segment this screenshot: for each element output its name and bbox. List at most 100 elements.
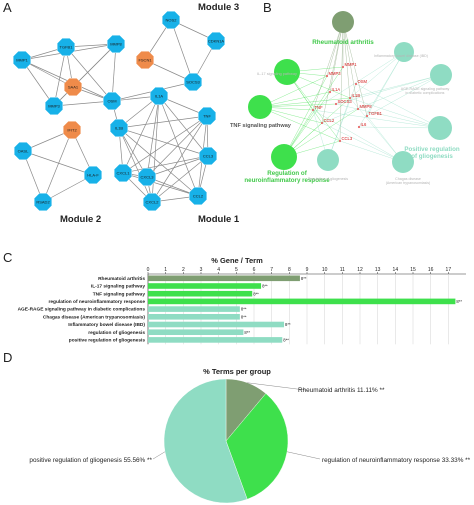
term-tnf-signaling-pathway[interactable]: TNF signaling pathway <box>230 95 292 129</box>
term-edge-pos-5 <box>312 109 441 129</box>
edge-il1a-cxcl1 <box>122 95 160 174</box>
node-ccl2[interactable]: CCL2 <box>189 187 207 205</box>
gene-label: IL1A <box>332 87 341 92</box>
term-chagas-disease-american-trypanosomiasis[interactable]: Chagas disease (American trypanosomiasis) <box>386 151 431 185</box>
node-il1a[interactable]: IL1A <box>150 87 168 105</box>
gene-label: CCL3 <box>342 136 353 141</box>
edge-il1b-ccl3 <box>118 127 209 157</box>
node-hla-f[interactable]: HLA-F <box>84 166 102 184</box>
node-label: IL1A <box>155 93 164 98</box>
node-tgfb1[interactable]: TGFB1 <box>57 38 75 56</box>
node-saa1[interactable]: SAA1 <box>64 78 82 96</box>
term-il-17-signaling-pathway[interactable]: IL-17 signaling pathway <box>257 59 300 85</box>
edge-tnf-cxcl3 <box>146 115 208 178</box>
term-edge-ra-5 <box>312 21 344 111</box>
edge-ccl3-cxcl3 <box>146 155 209 178</box>
edge-il1a-ccl2 <box>158 95 199 197</box>
bar-value-label: 8** <box>285 322 291 327</box>
node-rsad2[interactable]: RSAD2 <box>34 193 52 211</box>
pie-leader-line <box>287 451 321 460</box>
node-mmp1[interactable]: MMP1 <box>13 51 31 69</box>
edge-ifit2-rsad2 <box>42 129 73 203</box>
node-socs3[interactable]: SOCS3 <box>184 73 202 91</box>
gene-mmp3: MMP3 <box>325 71 341 78</box>
edge-tgfb1-mmp3 <box>53 46 67 107</box>
term-positive-regulation-of-gliogenesis[interactable]: Positive regulation of gliogenesis <box>404 116 460 160</box>
node-fscn1[interactable]: FSCN1 <box>136 51 154 69</box>
term-edge-pos-10 <box>358 126 441 129</box>
edge-ccl3-cxcl1 <box>122 155 209 174</box>
node-label: SOCS3 <box>186 79 200 84</box>
term-edge-cha-5 <box>312 109 404 163</box>
bar-regulation-of-gliogenesis <box>148 329 244 335</box>
bar-value-label: 8** <box>283 338 289 343</box>
term-edge-tnf-4 <box>259 103 337 108</box>
bar-value-label: 8** <box>241 307 247 312</box>
bar-tick-label: 13 <box>375 267 381 273</box>
term-circle <box>271 144 297 170</box>
term-regulation-of-neuroinflammatory-response[interactable]: Regulation of neuroinflammatory response <box>244 144 330 184</box>
term-edge-ra-9 <box>339 21 344 142</box>
edge-tnf-cxcl2 <box>151 115 208 203</box>
node-shape <box>150 87 168 105</box>
term-circle <box>428 116 452 140</box>
bar-value-label: 8** <box>301 276 307 281</box>
term-label: IL-17 signaling pathway <box>257 72 297 76</box>
node-osm[interactable]: OSM <box>103 92 121 110</box>
gene-socs3: SOCS3 <box>334 99 353 106</box>
term-edge-tnf-9 <box>259 106 341 142</box>
pie-chart: Rheumatoid arthritis 11.11% ** regulation… <box>29 378 471 504</box>
node-cxcl3[interactable]: CXCL3 <box>138 168 156 186</box>
gene-label: SOCS3 <box>338 99 353 104</box>
gene-il1a: IL1A <box>328 87 341 94</box>
node-shape <box>84 166 102 184</box>
gene-label: MMP8 <box>360 104 373 109</box>
term-inflammatory-bowel-disease-ibd[interactable]: Inflammatory bowel disease (IBD) <box>374 42 428 62</box>
gene-label: OSM <box>358 79 368 84</box>
node-shape <box>34 193 52 211</box>
node-shape <box>107 35 125 53</box>
panel-letter-c: C <box>3 250 12 265</box>
bar-tick-label: 6 <box>253 267 256 273</box>
node-cdkn1a[interactable]: CDKN1A <box>207 32 225 50</box>
edge-mmp8-osm <box>111 43 117 102</box>
node-shape <box>13 51 31 69</box>
node-ifit2[interactable]: IFIT2 <box>63 121 81 139</box>
node-oasl[interactable]: OASL <box>14 142 32 160</box>
term-edge-ra-8 <box>321 21 344 124</box>
node-mmp8[interactable]: MMP8 <box>107 35 125 53</box>
bar-tick-label: 9 <box>306 267 309 273</box>
gene-ccl2: CCL2 <box>320 118 335 125</box>
node-cxcl1[interactable]: CXCL1 <box>114 164 132 182</box>
term-edge-tnf-0 <box>259 75 328 108</box>
gene-dot <box>311 108 315 112</box>
term-edge-cha-8 <box>321 122 404 163</box>
node-label: SAA1 <box>68 84 79 89</box>
term-rheumatoid-arthritis[interactable]: Rheumatoid arthritis <box>312 11 374 46</box>
term-regulation-of-gliogenesis[interactable]: Regulation of gliogenesis <box>308 149 348 181</box>
node-tnf[interactable]: TNF <box>198 107 216 125</box>
term-edge-ibd-3 <box>349 51 405 99</box>
edge-mmp3-osm <box>53 100 113 107</box>
node-ccl3[interactable]: CCL3 <box>199 147 217 165</box>
node-shape <box>189 187 207 205</box>
term-edge-age-8 <box>321 74 442 124</box>
edge-il1a-cxcl2 <box>151 95 160 203</box>
node-nos2[interactable]: NOS2 <box>162 11 180 29</box>
node-il1b[interactable]: IL1B <box>110 119 128 137</box>
term-age-rage-signaling-pathway-in-diabetic-complications[interactable]: AGE-RAGE signaling pathway in diabetic co… <box>401 64 452 95</box>
bar-tick-label: 14 <box>393 267 399 273</box>
gene-label: TGFB1 <box>369 111 383 116</box>
node-cxcl2[interactable]: CXCL2 <box>143 193 161 211</box>
bar-tick-label: 5 <box>235 267 238 273</box>
bar-regulation-of-neuroinflammatory-response <box>148 298 456 305</box>
node-label: OSM <box>107 98 116 103</box>
node-label: TGFB1 <box>60 44 74 49</box>
term-edge-age-7 <box>366 74 442 117</box>
term-circle <box>394 42 414 62</box>
node-mmp3[interactable]: MMP3 <box>45 97 63 115</box>
bar-inflammatory-bowel-disease-ibd <box>148 321 285 328</box>
